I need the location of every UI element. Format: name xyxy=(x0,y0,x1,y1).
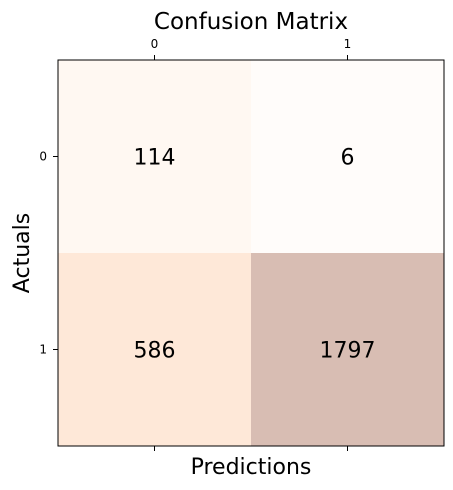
matrix-cell-r0-c0 xyxy=(58,60,251,253)
y-tick-label-1: 1 xyxy=(39,343,47,357)
matrix-value-r1-c1: 1797 xyxy=(320,339,376,364)
y-axis-ticks: 01 xyxy=(39,150,58,357)
matrix-cell-labels: 114 6 586 1797 xyxy=(134,146,376,364)
matrix-value-r1-c0: 586 xyxy=(134,339,176,364)
y-tick-label-0: 0 xyxy=(39,150,47,164)
y-axis-label: Actuals xyxy=(10,213,35,293)
matrix-cells xyxy=(58,60,444,446)
x-tick-label-1: 1 xyxy=(344,37,352,51)
matrix-cell-r1-c1 xyxy=(251,253,444,446)
x-tick-label-0: 0 xyxy=(151,37,159,51)
plot-frame xyxy=(57,59,445,447)
matrix-cell-r0-c1 xyxy=(251,60,444,253)
matrix-value-r0-c1: 6 xyxy=(341,146,355,171)
matrix-cell-r1-c0 xyxy=(58,253,251,446)
x-axis-label: Predictions xyxy=(191,455,312,480)
matrix-value-r0-c0: 114 xyxy=(134,146,176,171)
chart-title: Confusion Matrix xyxy=(154,9,348,35)
x-axis-bottom-ticks xyxy=(154,446,348,451)
